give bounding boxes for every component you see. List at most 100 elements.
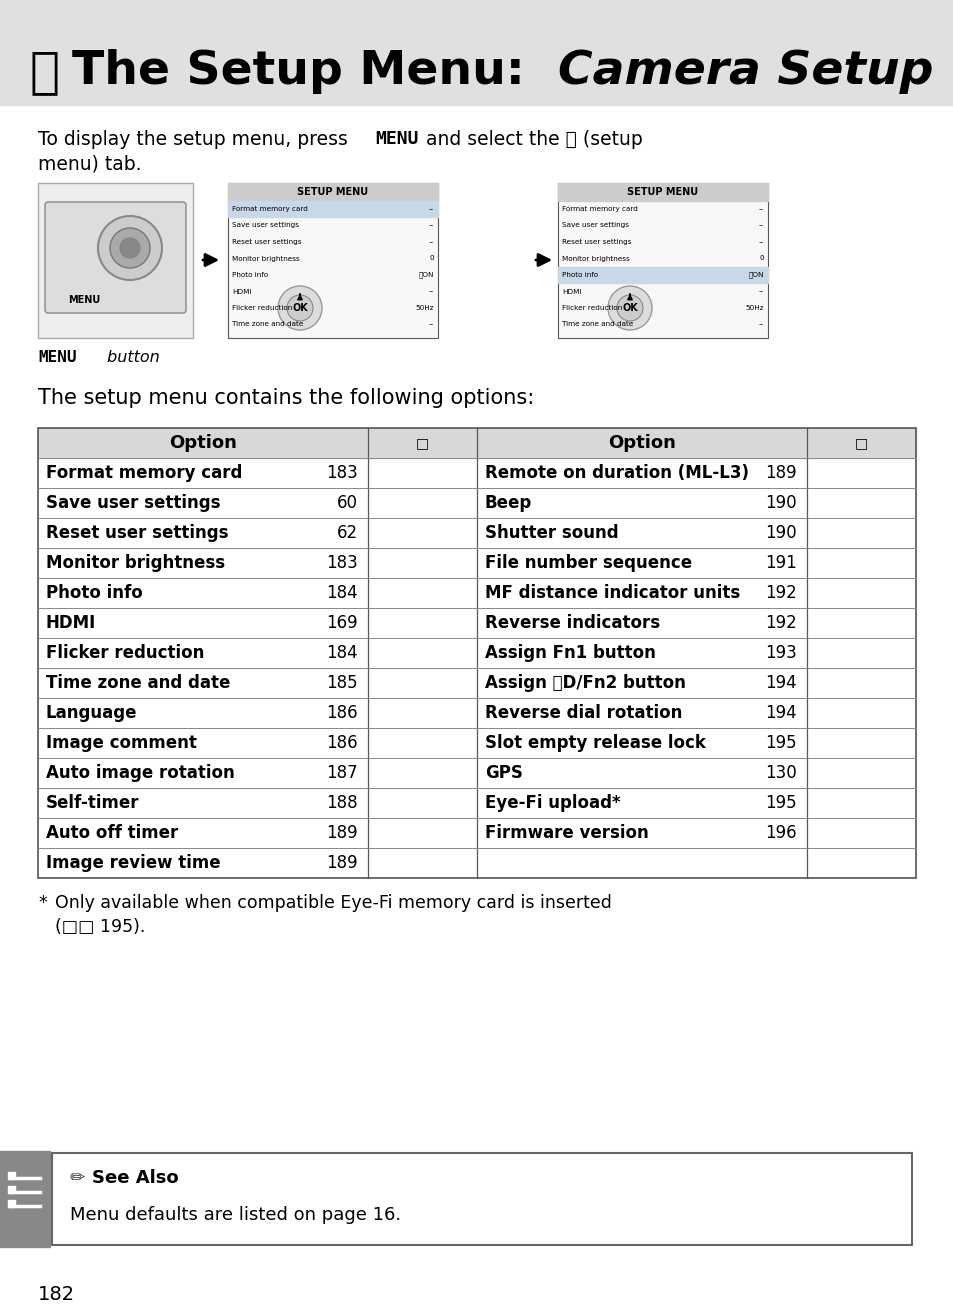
Text: 169: 169	[326, 614, 357, 632]
Text: --: --	[428, 322, 434, 327]
Text: 194: 194	[764, 704, 796, 721]
Text: 186: 186	[326, 735, 357, 752]
Bar	[558, 267, 767, 283]
Text: Flicker reduction: Flicker reduction	[232, 305, 292, 311]
Text: Flicker reduction: Flicker reduction	[561, 305, 621, 311]
Text: Reset user settings: Reset user settings	[46, 524, 229, 541]
Text: 195: 195	[764, 794, 796, 812]
Text: Slot empty release lock: Slot empty release lock	[484, 735, 705, 752]
Text: --: --	[428, 289, 434, 294]
Text: MENU: MENU	[68, 296, 100, 305]
Text: Time zone and date: Time zone and date	[232, 322, 303, 327]
Text: 60: 60	[336, 494, 357, 512]
Text: Auto image rotation: Auto image rotation	[46, 763, 234, 782]
Text: MENU: MENU	[38, 350, 76, 365]
Text: 195: 195	[764, 735, 796, 752]
Text: Reset user settings: Reset user settings	[232, 239, 301, 244]
Text: Reverse indicators: Reverse indicators	[484, 614, 659, 632]
Bar	[228, 183, 437, 338]
Text: Save user settings: Save user settings	[561, 222, 628, 229]
Text: Flicker reduction: Flicker reduction	[46, 644, 204, 662]
Text: See Also: See Also	[91, 1169, 178, 1187]
Circle shape	[98, 215, 162, 280]
Text: Time zone and date: Time zone and date	[561, 322, 633, 327]
Bar	[558, 183, 767, 338]
Text: ✏: ✏	[70, 1169, 85, 1187]
Text: Save user settings: Save user settings	[46, 494, 220, 512]
Text: Photo info: Photo info	[561, 272, 598, 279]
Text: Image comment: Image comment	[46, 735, 196, 752]
Bar	[0, 1151, 50, 1247]
Text: 191: 191	[764, 555, 796, 572]
Text: 185: 185	[326, 674, 357, 692]
Text: Reverse dial rotation: Reverse dial rotation	[484, 704, 681, 721]
Text: 190: 190	[764, 524, 796, 541]
Text: Assign ⓈD/Fn2 button: Assign ⓈD/Fn2 button	[484, 674, 685, 692]
Text: 0: 0	[429, 255, 434, 261]
Text: *: *	[38, 894, 47, 912]
Text: button: button	[102, 350, 159, 365]
Circle shape	[120, 238, 140, 258]
Text: Remote on duration (ML-L3): Remote on duration (ML-L3)	[484, 464, 748, 482]
FancyBboxPatch shape	[45, 202, 186, 313]
Text: Image review time: Image review time	[46, 854, 220, 872]
Text: 183: 183	[326, 464, 357, 482]
Bar	[228, 201, 437, 217]
Text: Beep: Beep	[484, 494, 532, 512]
Text: Auto off timer: Auto off timer	[46, 824, 178, 842]
Text: 50Hz: 50Hz	[416, 305, 434, 311]
Text: 189: 189	[326, 824, 357, 842]
Text: Menu defaults are listed on page 16.: Menu defaults are listed on page 16.	[70, 1206, 400, 1225]
Text: Option: Option	[607, 434, 676, 452]
Text: and select the ⑁ (setup: and select the ⑁ (setup	[419, 130, 642, 148]
Text: Self-timer: Self-timer	[46, 794, 139, 812]
Text: 50Hz: 50Hz	[744, 305, 763, 311]
Circle shape	[617, 296, 642, 321]
Text: 194: 194	[764, 674, 796, 692]
Text: --: --	[758, 322, 763, 327]
Text: The setup menu contains the following options:: The setup menu contains the following op…	[38, 388, 534, 409]
Bar	[0, 0, 953, 105]
Text: Camera Setup: Camera Setup	[558, 50, 933, 95]
Circle shape	[110, 229, 150, 268]
Text: Reset user settings: Reset user settings	[561, 239, 631, 244]
Text: Language: Language	[46, 704, 137, 721]
Text: Firmware version: Firmware version	[484, 824, 648, 842]
Text: --: --	[758, 289, 763, 294]
Text: Option: Option	[169, 434, 236, 452]
Text: File number sequence: File number sequence	[484, 555, 691, 572]
Text: 192: 192	[764, 583, 796, 602]
Bar	[558, 183, 767, 201]
Text: 187: 187	[326, 763, 357, 782]
Text: Format memory card: Format memory card	[232, 206, 308, 212]
Text: 186: 186	[326, 704, 357, 721]
Text: 196: 196	[764, 824, 796, 842]
Text: Monitor brightness: Monitor brightness	[232, 255, 299, 261]
Text: Time zone and date: Time zone and date	[46, 674, 230, 692]
Text: □: □	[854, 436, 867, 449]
Text: 0: 0	[759, 255, 763, 261]
Bar	[38, 428, 915, 459]
Text: 182: 182	[38, 1285, 75, 1303]
Text: --: --	[428, 222, 434, 229]
Text: 62: 62	[336, 524, 357, 541]
Bar	[228, 183, 437, 201]
Text: Monitor brightness: Monitor brightness	[46, 555, 225, 572]
Text: HDMI: HDMI	[561, 289, 581, 294]
Text: Shutter sound: Shutter sound	[484, 524, 618, 541]
Text: 193: 193	[764, 644, 796, 662]
Text: OK: OK	[292, 304, 308, 313]
Text: □: □	[416, 436, 429, 449]
Bar	[38, 428, 915, 878]
Text: SETUP MENU: SETUP MENU	[297, 187, 368, 197]
Text: SETUP MENU: SETUP MENU	[627, 187, 698, 197]
Text: ⓘON: ⓘON	[748, 272, 763, 279]
Circle shape	[277, 286, 322, 330]
Text: --: --	[758, 222, 763, 229]
Text: To display the setup menu, press: To display the setup menu, press	[38, 130, 354, 148]
Text: Format memory card: Format memory card	[561, 206, 638, 212]
Text: HDMI: HDMI	[46, 614, 96, 632]
Text: 184: 184	[326, 583, 357, 602]
Text: OK: OK	[621, 304, 638, 313]
Text: --: --	[428, 206, 434, 212]
